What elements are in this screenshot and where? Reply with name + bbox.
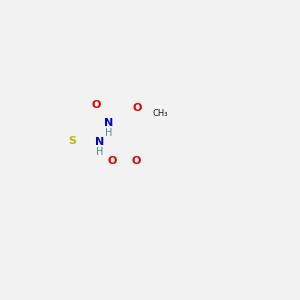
Text: O: O — [91, 100, 101, 110]
Text: S: S — [68, 136, 76, 146]
Text: N: N — [95, 137, 104, 147]
Text: H: H — [96, 147, 103, 157]
Text: O: O — [132, 103, 142, 113]
Text: CH₃: CH₃ — [152, 109, 168, 118]
Text: N: N — [103, 118, 113, 128]
Text: O: O — [107, 156, 117, 166]
Text: O: O — [131, 156, 140, 166]
Text: H: H — [105, 128, 112, 138]
